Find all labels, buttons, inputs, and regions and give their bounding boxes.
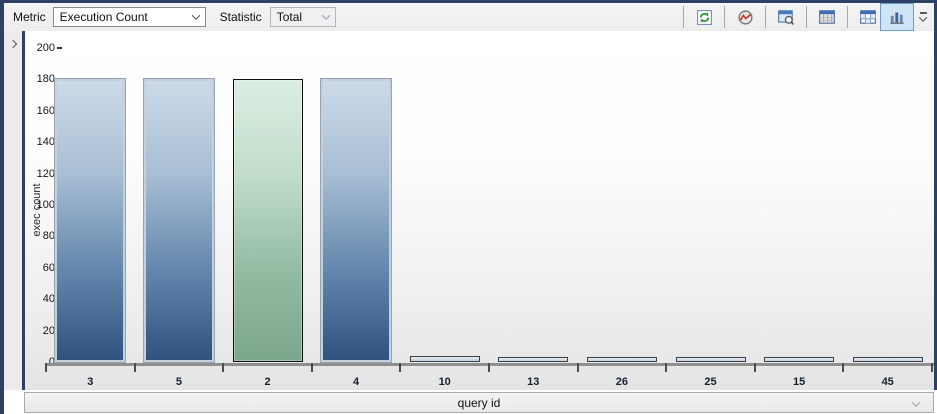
y-tick-label: 20	[42, 324, 55, 337]
y-tick-label: 0	[48, 356, 55, 368]
x-tick-label: 4	[353, 376, 360, 388]
x-axis-tick	[310, 363, 313, 372]
statistic-dropdown[interactable]: Total	[269, 7, 336, 27]
performance-gauge-icon	[737, 9, 753, 25]
refresh-button[interactable]	[692, 5, 716, 29]
table-view-icon	[860, 10, 876, 24]
y-tick-mark	[57, 47, 62, 49]
statistic-label: Statistic	[219, 10, 262, 24]
x-tick-label: 15	[792, 376, 806, 388]
bar-query-3[interactable]	[55, 79, 126, 362]
y-tick-label: 60	[42, 261, 55, 274]
x-axis-tick	[45, 363, 47, 372]
x-tick-label: 13	[527, 376, 540, 388]
grid-view-icon	[819, 10, 835, 24]
performance-monitor-button[interactable]	[733, 5, 757, 29]
collapsed-side-panel	[4, 31, 22, 390]
y-tick-label: 100	[36, 199, 55, 211]
y-tick-label: 140	[36, 136, 55, 149]
bar-query-2[interactable]	[232, 79, 303, 362]
x-tick-label: 3	[87, 376, 94, 388]
y-tick-mark	[57, 361, 62, 363]
y-tick-label: 160	[36, 104, 55, 117]
bar-query-25[interactable]	[675, 357, 746, 362]
toolbar-separator	[724, 6, 725, 28]
bar-query-5[interactable]	[143, 79, 214, 362]
window-border	[0, 0, 937, 3]
bar-query-26[interactable]	[586, 357, 657, 362]
x-tick-label: 10	[438, 376, 451, 388]
expand-panel-button[interactable]	[4, 35, 22, 53]
x-tick-label: 45	[881, 376, 894, 388]
toolbar-separator	[806, 6, 807, 28]
window-border	[0, 0, 4, 414]
metric-label: Metric	[13, 10, 46, 24]
y-tick-label: 40	[42, 293, 55, 306]
zoom-window-icon	[778, 10, 795, 26]
view-toolbar	[675, 3, 934, 31]
y-tick-label: 80	[42, 230, 55, 243]
chevron-down-icon	[191, 11, 200, 20]
xaxis-field-value: query id	[457, 395, 501, 410]
x-axis-tick	[576, 363, 579, 372]
grid-view-button[interactable]	[815, 5, 839, 29]
refresh-icon	[696, 9, 712, 25]
bar-query-13[interactable]	[498, 357, 569, 362]
x-axis-tick	[222, 363, 225, 372]
y-tick-label: 120	[36, 167, 55, 180]
chevron-down-icon	[911, 398, 921, 407]
x-tick-label: 5	[175, 376, 182, 388]
chevron-down-icon	[918, 13, 928, 22]
x-axis-tick	[133, 363, 136, 372]
toolbar-separator	[765, 6, 766, 28]
zoom-window-button[interactable]	[774, 5, 798, 29]
window-border	[934, 0, 937, 390]
x-axis-tick	[665, 363, 668, 372]
x-axis-tick	[488, 363, 490, 372]
statistic-dropdown-value: Total	[276, 10, 303, 24]
x-tick-label: 26	[615, 376, 629, 388]
bar-query-45[interactable]	[852, 357, 923, 362]
metric-dropdown-value: Execution Count	[59, 10, 148, 24]
bar-chart-icon	[890, 12, 904, 24]
metric-dropdown[interactable]: Execution Count	[52, 7, 206, 27]
x-tick-label: 2	[264, 376, 271, 388]
chevron-right-icon	[8, 39, 18, 49]
x-tick-label: 25	[704, 376, 717, 388]
table-view-button[interactable]	[856, 5, 880, 29]
bar-query-4[interactable]	[321, 79, 392, 362]
panel-divider[interactable]	[22, 31, 25, 390]
toolbar: Metric Execution Count Statistic Total	[4, 3, 934, 32]
x-axis-tick	[753, 363, 756, 372]
x-axis-tick	[931, 363, 933, 372]
x-axis-tick	[842, 363, 845, 372]
toolbar-overflow-button[interactable]	[916, 6, 930, 28]
bar-query-10[interactable]	[409, 356, 480, 362]
plot-area: exec count 0 20 40 60 80 100 120 140 160 180 200 3 5…	[25, 31, 934, 390]
x-axis-tick	[399, 363, 402, 372]
toolbar-overflow-icon	[919, 12, 927, 14]
xaxis-field-dropdown[interactable]: query id	[24, 392, 934, 413]
bar-query-15[interactable]	[764, 357, 835, 362]
y-tick-label: 200	[36, 42, 55, 54]
toolbar-separator	[847, 6, 848, 28]
y-tick-label: 180	[36, 73, 55, 86]
toolbar-separator	[683, 6, 684, 28]
bar-chart-view-button[interactable]	[880, 3, 914, 31]
chevron-down-icon	[321, 11, 330, 20]
